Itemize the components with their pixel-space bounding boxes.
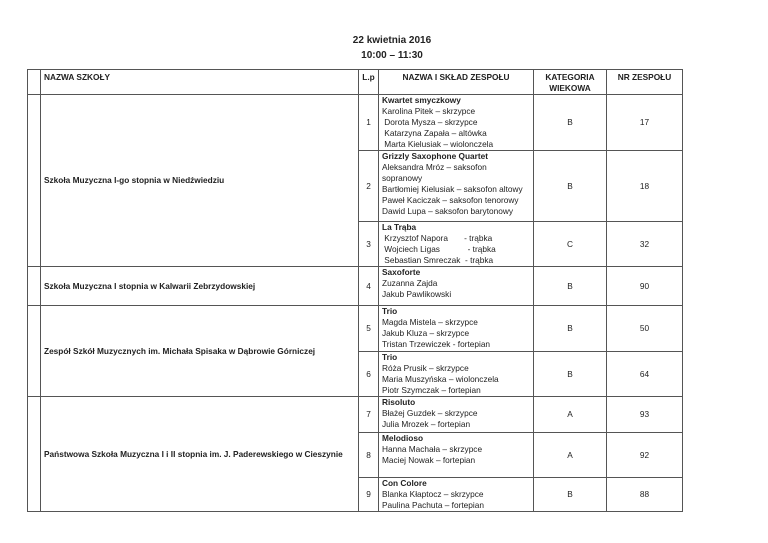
ensemble-member: Katarzyna Zapała – altówka: [382, 128, 487, 138]
ensemble-member: Magda Mistela – skrzypce: [382, 317, 478, 327]
number-cell: 93: [606, 396, 683, 433]
ensemble-member: Paweł Kaciczak – saksofon tenorowy: [382, 195, 519, 205]
blank-cell: [27, 266, 41, 306]
lp-cell: 4: [358, 266, 379, 306]
ensemble-member: Błażej Guzdek – skrzypce: [382, 408, 478, 418]
ensemble-name: Con Colore: [382, 478, 427, 489]
blank-cell: [27, 396, 41, 512]
ensemble-member: Wojciech Ligas - trąbka: [382, 244, 496, 254]
table-row: 9 Con Colore Blanka Kłaptocz – skrzypce Pau…: [28, 477, 683, 512]
ensemble-header: NAZWA I SKŁAD ZESPOŁU: [378, 69, 534, 95]
ensemble-member: Sebastian Smreczak - trąbka: [382, 255, 494, 265]
number-cell: 64: [606, 351, 683, 397]
ensemble-cell: Risoluto Błażej Guzdek – skrzypce Julia Mr…: [378, 396, 534, 433]
number-cell: 90: [606, 266, 683, 306]
ensemble-member: Julia Mrozek – fortepian: [382, 419, 471, 429]
ensemble-member: Marta Kielusiak – wiolonczela: [382, 139, 494, 149]
category-cell: B: [533, 305, 607, 352]
ensemble-cell: Saxoforte Zuzanna Zajda Jakub Pawlikowski: [378, 266, 534, 306]
category-cell: B: [533, 94, 607, 151]
ensemble-member: Tristan Trzewiczek - fortepian: [382, 339, 491, 349]
blank-cell: [27, 305, 41, 397]
lp-cell: 2: [358, 150, 379, 222]
blank-header-cell: [27, 69, 41, 95]
lp-cell: 7: [358, 396, 379, 433]
ensemble-member: Maria Muszyńska – wiolonczela: [382, 374, 499, 384]
table-row: Państwowa Szkoła Muzyczna I i II stopnia…: [27, 396, 683, 512]
ensemble-cell: Con Colore Blanka Kłaptocz – skrzypce Paul…: [378, 477, 534, 512]
ensemble-member: Zuzanna Zajda: [382, 278, 438, 288]
category-cell: B: [533, 477, 607, 512]
number-cell: 50: [606, 305, 683, 352]
lp-cell: 1: [358, 94, 379, 151]
number-cell: 18: [606, 150, 683, 222]
lp-header: L.p: [358, 69, 379, 95]
time-heading: 10:00 – 11:30: [361, 50, 423, 61]
school-name: Państwowa Szkoła Muzyczna I i II stopnia…: [40, 396, 359, 512]
ensemble-member: Blanka Kłaptocz – skrzypce: [382, 489, 484, 499]
blank-cell: [27, 94, 41, 267]
ensemble-name: Grizzly Saxophone Quartet: [382, 151, 489, 162]
category-cell: B: [533, 150, 607, 222]
school-name: Szkoła Muzyczna I-go stopnia w Niedźwied…: [40, 94, 359, 267]
ensemble-member: Hanna Machała – skrzypce: [382, 444, 483, 454]
ensemble-cell: Trio Róża Prusik – skrzypce Maria Muszyńsk…: [378, 351, 534, 397]
category-cell: B: [533, 351, 607, 397]
ensemble-name: Risoluto: [382, 397, 416, 408]
category-header: KATEGORIA WIEKOWA: [533, 69, 607, 95]
number-cell: 92: [606, 432, 683, 478]
table-row: Szkoła Muzyczna I-go stopnia w Niedźwied…: [27, 94, 683, 267]
category-header-line1: KATEGORIA: [545, 72, 595, 82]
number-cell: 17: [606, 94, 683, 151]
lp-cell: 3: [358, 221, 379, 267]
table-row: Szkoła Muzyczna I stopnia w Kalwarii Zeb…: [27, 266, 683, 306]
ensemble-member: Paulina Pachuta – fortepian: [382, 500, 484, 510]
schedule-table: NAZWA SZKOŁY L.p NAZWA I SKŁAD ZESPOŁU K…: [27, 69, 683, 512]
ensemble-member: Jakub Pawlikowski: [382, 289, 452, 299]
ensemble-cell: Trio Magda Mistela – skrzypce Jakub Kluza …: [378, 305, 534, 352]
category-cell: B: [533, 266, 607, 306]
ensemble-cell: Grizzly Saxophone Quartet Aleksandra Mróz…: [378, 150, 534, 222]
lp-cell: 9: [358, 477, 379, 512]
number-header: NR ZESPOŁU: [606, 69, 683, 95]
ensemble-member: Krzysztof Napora - trąbka: [382, 233, 493, 243]
ensemble-member: Piotr Szymczak – fortepian: [382, 385, 481, 395]
ensemble-name: Melodioso: [382, 433, 424, 444]
ensemble-name: Saxoforte: [382, 267, 421, 278]
ensemble-member: sopranowy: [382, 173, 423, 183]
category-cell: A: [533, 396, 607, 433]
ensemble-member: Karolina Pitek – skrzypce: [382, 106, 476, 116]
lp-cell: 6: [358, 351, 379, 397]
ensemble-name: La Trąba: [382, 222, 417, 233]
ensemble-name: Kwartet smyczkowy: [382, 95, 461, 106]
school-name: Szkoła Muzyczna I stopnia w Kalwarii Zeb…: [40, 266, 359, 306]
ensemble-member: Róża Prusik – skrzypce: [382, 363, 469, 373]
school-header: NAZWA SZKOŁY: [40, 69, 359, 95]
ensemble-name: Trio: [382, 306, 398, 317]
category-cell: C: [533, 221, 607, 267]
ensemble-cell: Kwartet smyczkowy Karolina Pitek – skrzyp…: [378, 94, 534, 151]
number-cell: 88: [606, 477, 683, 512]
ensemble-member: Dawid Lupa – saksofon barytonowy: [382, 206, 513, 216]
category-cell: A: [533, 432, 607, 478]
ensemble-member: Bartłomiej Kielusiak – saksofon altowy: [382, 184, 523, 194]
date-heading: 22 kwietnia 2016: [352, 35, 432, 46]
ensemble-member: Maciej Nowak – fortepian: [382, 455, 476, 465]
ensemble-member: Dorota Mysza – skrzypce: [382, 117, 478, 127]
table-row: 8 Melodioso Hanna Machała – skrzypce Maciej…: [28, 432, 683, 478]
header-row: NAZWA SZKOŁY L.p NAZWA I SKŁAD ZESPOŁU K…: [27, 69, 683, 95]
category-header-line2: WIEKOWA: [549, 83, 591, 93]
number-cell: 32: [606, 221, 683, 267]
lp-cell: 8: [358, 432, 379, 478]
table-row: Zespół Szkół Muzycznych im. Michała Spis…: [27, 305, 683, 397]
school-name: Zespół Szkół Muzycznych im. Michała Spis…: [40, 305, 359, 397]
ensemble-member: Aleksandra Mróz – saksofon: [382, 162, 487, 172]
table-row: 2 Grizzly Saxophone Quartet Aleksandra Mró…: [28, 150, 683, 222]
lp-cell: 5: [358, 305, 379, 352]
ensemble-cell: Melodioso Hanna Machała – skrzypce Maciej …: [378, 432, 534, 478]
ensemble-name: Trio: [382, 352, 398, 363]
ensemble-cell: La Trąba Krzysztof Napora - trąbka Wojci…: [378, 221, 534, 267]
ensemble-member: Jakub Kluza – skrzypce: [382, 328, 470, 338]
